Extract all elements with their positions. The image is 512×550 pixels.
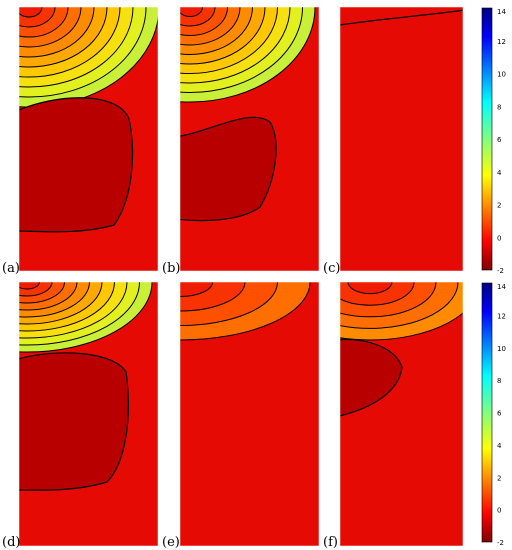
colorbar-tick-label: 14	[497, 8, 506, 16]
background-field	[340, 7, 463, 271]
panel-label-b: (b)	[162, 261, 180, 276]
colorbar-tick-label: 8	[497, 103, 501, 111]
panel-f	[339, 281, 464, 547]
panel-frame	[179, 6, 320, 272]
colorbar-tick-label: 10	[497, 345, 506, 353]
panel-frame	[18, 281, 159, 547]
contour-line	[340, 9, 463, 26]
colorbar-tick-label: 0	[497, 234, 501, 242]
panel-label-f: (f)	[323, 535, 338, 550]
colorbar-tick-label: 14	[497, 283, 506, 291]
colorbar-tick-label: 10	[497, 71, 506, 79]
contour-band	[347, 282, 393, 295]
panel-label-d: (d)	[2, 535, 20, 550]
contour-region-min	[19, 352, 129, 491]
panel-frame	[339, 6, 464, 272]
panel-frame	[179, 281, 320, 547]
colorbar-tick-label: 6	[497, 410, 502, 418]
colorbar-tick-label: 12	[497, 38, 506, 46]
colorbar-top	[481, 7, 493, 271]
panel-a	[18, 6, 159, 272]
panel-frame	[339, 281, 464, 547]
panel-label-e: (e)	[162, 535, 180, 550]
panel-frame	[18, 6, 159, 272]
colorbar-bottom	[481, 282, 493, 543]
panel-d	[18, 281, 159, 547]
colorbar-tick-label: 2	[497, 474, 501, 482]
contour-region-min	[19, 97, 134, 233]
panel-label-a: (a)	[2, 261, 20, 276]
colorbar-tick-label: 6	[497, 136, 502, 144]
contour-band	[19, 7, 43, 18]
colorbar-tick-label: 0	[497, 507, 501, 515]
colorbar-tick-label: -2	[497, 267, 504, 275]
colorbar-tick-label: 4	[497, 169, 502, 177]
panel-c	[339, 6, 464, 272]
colorbar-tick-label: -2	[497, 539, 504, 547]
colorbar-tick-label: 12	[497, 312, 506, 320]
contour-region-min	[340, 338, 403, 417]
contour-band	[19, 282, 40, 290]
panel-e	[179, 281, 320, 547]
contour-region-min	[180, 116, 277, 222]
colorbar-tick-label: 4	[497, 442, 502, 450]
contour-band	[180, 7, 203, 17]
colorbar-tick-label: 8	[497, 377, 501, 385]
colorbar-tick-label: 2	[497, 202, 501, 210]
contour-band	[180, 282, 213, 297]
panel-label-c: (c)	[323, 261, 340, 276]
panel-b	[179, 6, 320, 272]
